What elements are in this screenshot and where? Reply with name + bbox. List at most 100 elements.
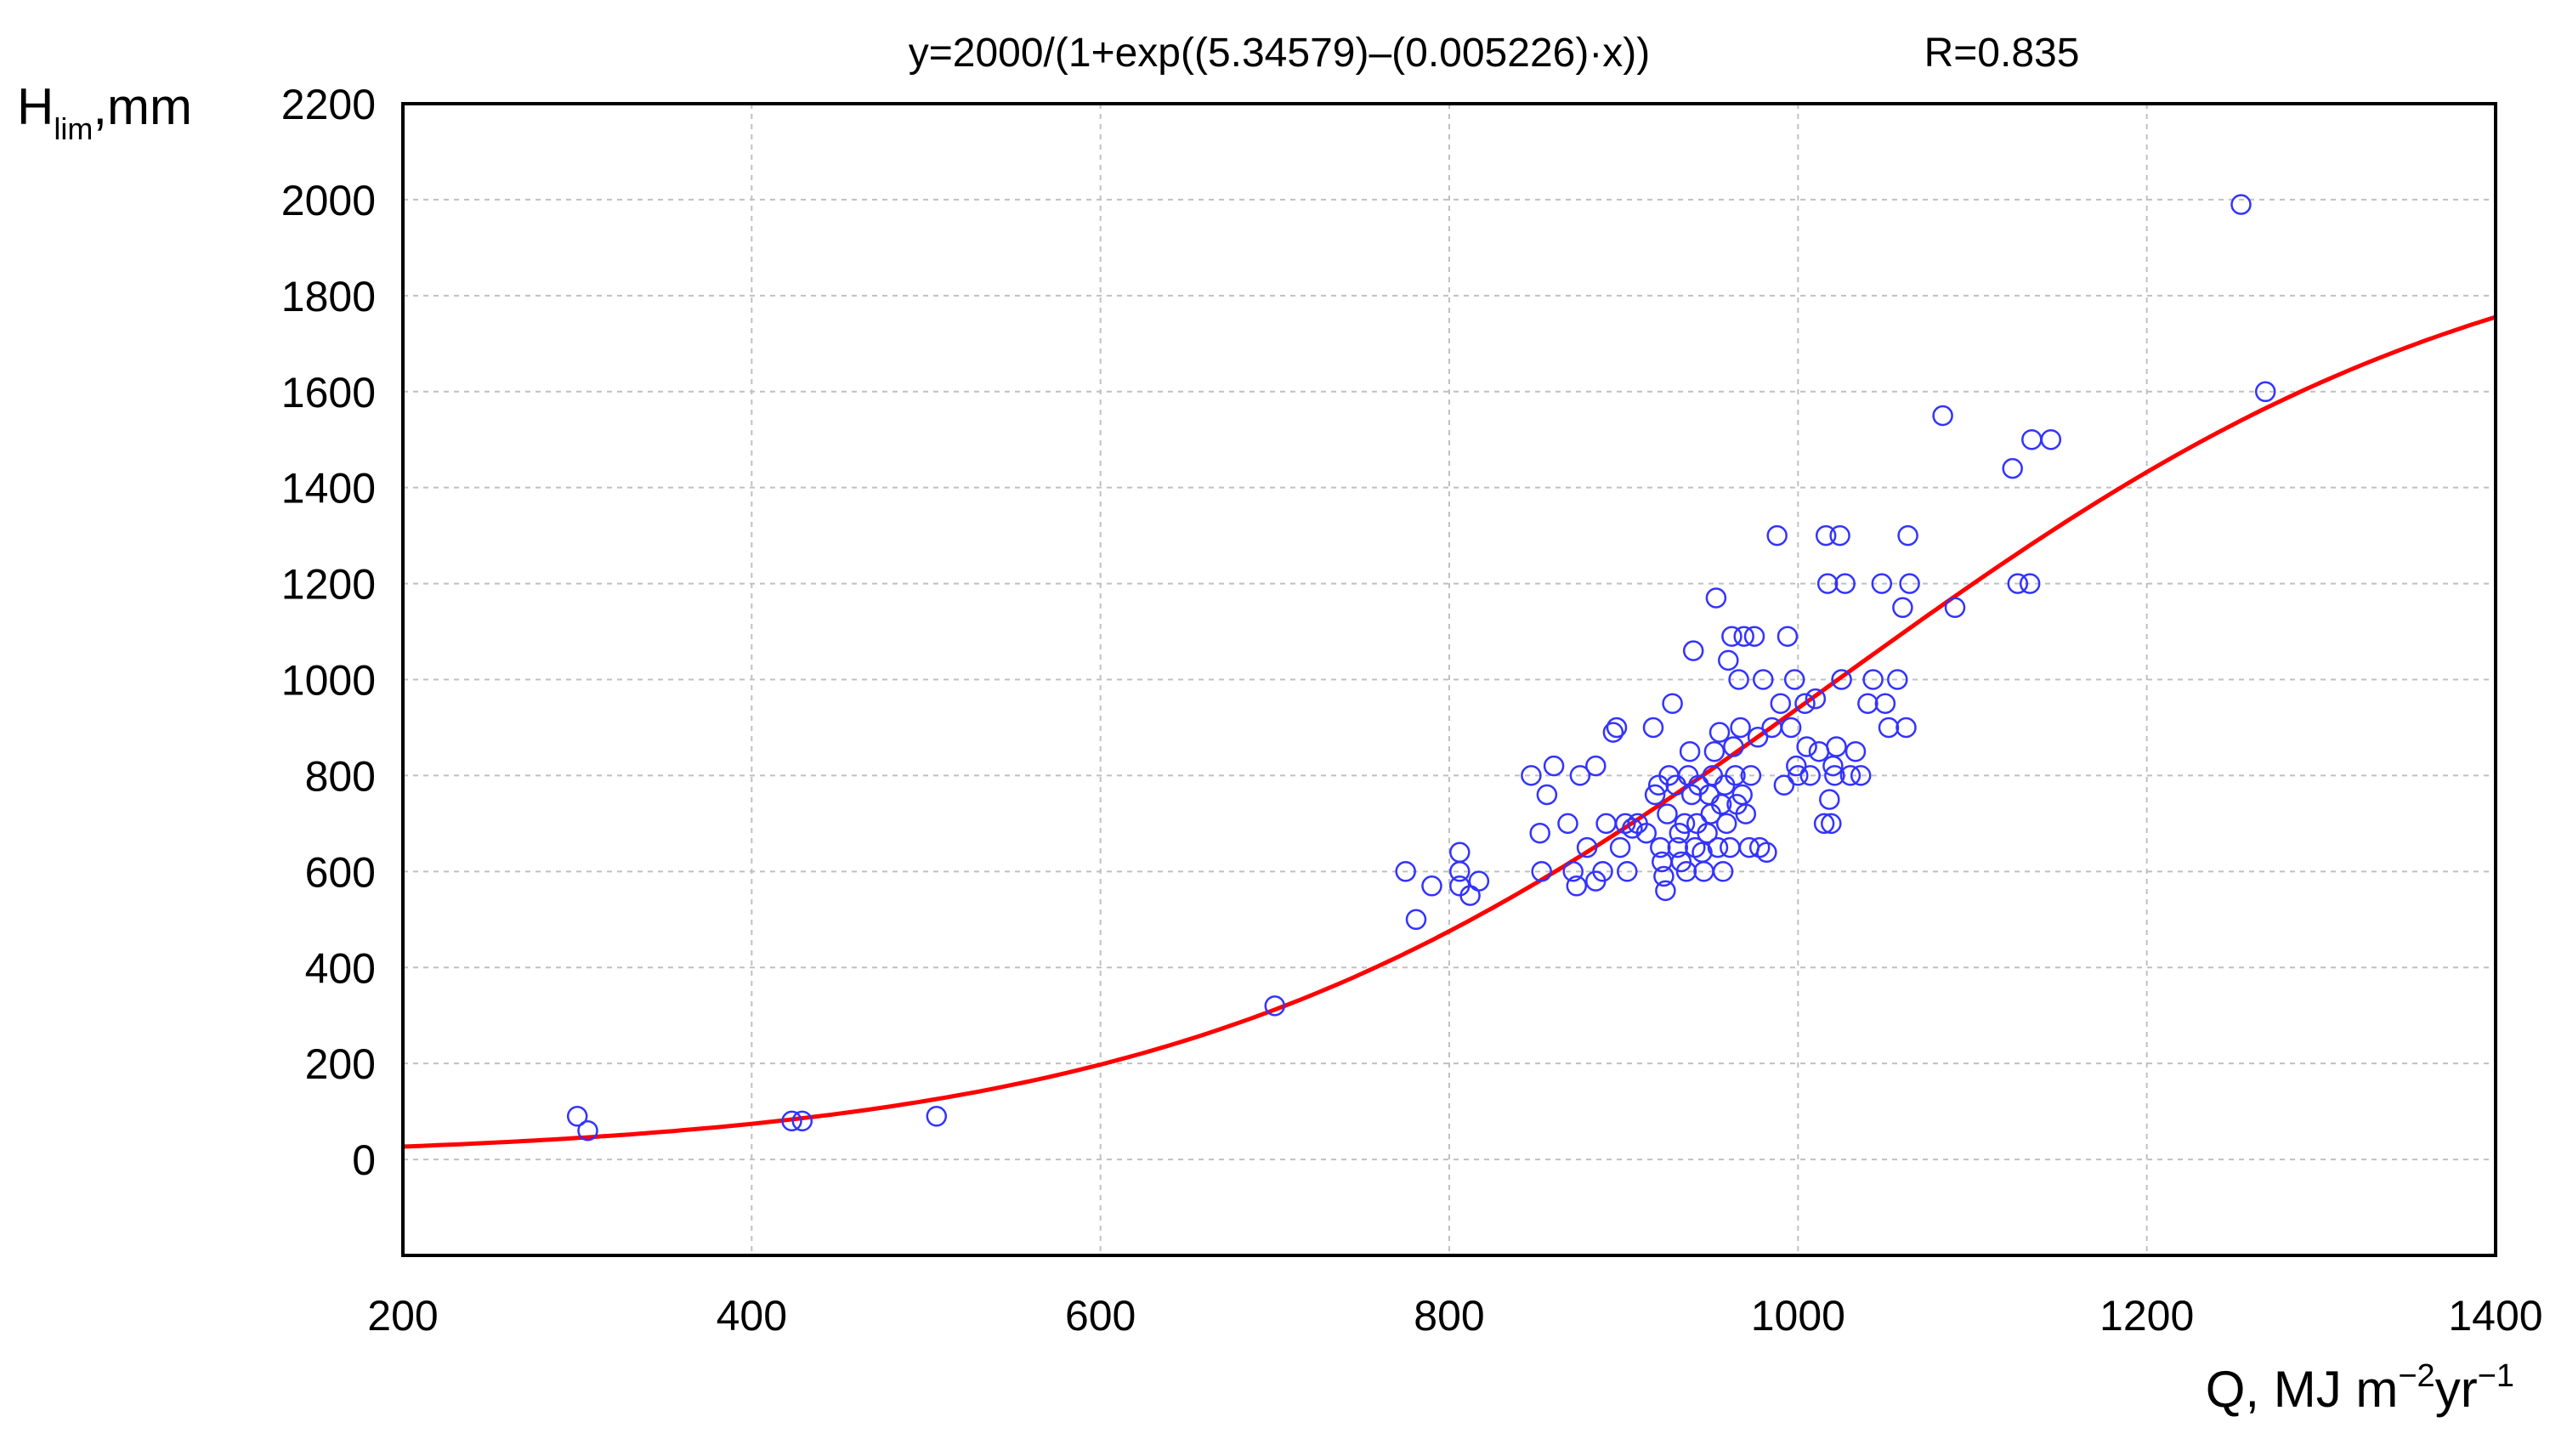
- data-point: [1667, 836, 1689, 858]
- x-tick-label: 800: [1414, 1292, 1484, 1340]
- x-tick-label: 1000: [1751, 1292, 1845, 1340]
- data-point: [1944, 597, 1966, 619]
- data-point: [1733, 626, 1754, 647]
- data-point: [1264, 995, 1286, 1017]
- data-point: [1569, 765, 1591, 786]
- data-point: [1766, 524, 1788, 547]
- data-point: [1743, 626, 1765, 647]
- data-point: [1708, 722, 1731, 743]
- data-point: [1822, 755, 1844, 777]
- data-point: [1834, 573, 1856, 594]
- data-point: [2002, 457, 2023, 479]
- data-point: [791, 1110, 813, 1132]
- data-point: [1609, 836, 1631, 858]
- y-axis-title-sub: lim: [54, 111, 93, 146]
- data-point: [1669, 822, 1691, 844]
- data-point: [1821, 813, 1842, 835]
- data-point: [1796, 736, 1817, 757]
- data-points: [566, 194, 2276, 1142]
- data-point: [1655, 880, 1676, 902]
- y-tick-label: 1000: [281, 657, 376, 705]
- data-point: [1786, 755, 1807, 777]
- data-point: [1720, 836, 1741, 858]
- data-point: [1622, 818, 1643, 839]
- data-point: [1705, 587, 1727, 609]
- y-tick-label: 800: [305, 752, 376, 800]
- chart-title: y=2000/(1+exp((5.34579)–(0.005226)·x)): [909, 31, 1651, 76]
- data-point: [1531, 861, 1552, 882]
- data-point: [1653, 865, 1674, 887]
- data-point: [1723, 736, 1744, 757]
- data-point: [1468, 870, 1490, 892]
- data-point: [1932, 405, 1953, 427]
- y-tick-label: 600: [305, 848, 376, 896]
- data-point: [1740, 765, 1762, 786]
- data-point: [1896, 717, 1917, 739]
- data-point: [1794, 693, 1816, 714]
- data-point: [1871, 573, 1893, 594]
- data-point: [2230, 194, 2252, 215]
- fit-curve-layer: [402, 314, 2496, 1149]
- data-point: [926, 1106, 948, 1127]
- x-axis-title-sup2: −1: [2478, 1358, 2514, 1394]
- plot-frame: [401, 102, 2497, 1257]
- data-point: [1815, 524, 1837, 547]
- data-point: [1662, 693, 1683, 714]
- y-axis-title-rest: ,mm: [93, 78, 192, 135]
- data-point: [1449, 841, 1470, 864]
- x-axis-title-mid: yr: [2435, 1361, 2478, 1418]
- data-point: [1805, 688, 1827, 710]
- data-point: [1421, 875, 1442, 897]
- y-tick-label: 200: [305, 1040, 376, 1088]
- data-point: [1718, 649, 1739, 671]
- data-point: [1521, 765, 1542, 786]
- data-point: [2040, 428, 2062, 450]
- data-point: [1642, 717, 1664, 739]
- y-tick-label: 2200: [281, 81, 376, 128]
- data-point: [1780, 717, 1802, 739]
- data-point: [1738, 836, 1760, 858]
- data-point: [1862, 669, 1884, 690]
- data-point: [577, 1119, 598, 1142]
- data-point: [1874, 693, 1896, 714]
- data-point: [1731, 784, 1753, 806]
- data-point: [1816, 573, 1839, 594]
- data-point: [1857, 693, 1878, 714]
- data-point: [1826, 736, 1847, 757]
- x-axis-title-pre: Q, MJ m: [2206, 1361, 2399, 1418]
- y-tick-label: 1200: [281, 561, 376, 609]
- data-point: [1606, 717, 1628, 739]
- y-tick-label: 1800: [281, 273, 376, 320]
- data-point: [1730, 717, 1751, 739]
- x-tick-label: 1200: [2100, 1292, 2194, 1340]
- y-axis-title-main: H: [17, 78, 54, 135]
- data-point: [1712, 861, 1734, 882]
- grid: [403, 104, 2496, 1255]
- data-point: [1773, 774, 1795, 796]
- data-point: [1799, 765, 1821, 786]
- data-point: [1776, 626, 1799, 647]
- data-point: [1674, 813, 1696, 835]
- data-point: [1753, 669, 1774, 690]
- y-tick-label: 1600: [281, 369, 376, 416]
- data-point: [1682, 640, 1704, 661]
- data-point: [1703, 740, 1726, 762]
- data-point: [1878, 717, 1900, 739]
- y-tick-label: 2000: [281, 177, 376, 224]
- data-point: [1831, 669, 1852, 690]
- data-point: [1839, 765, 1862, 786]
- data-point: [1788, 765, 1809, 786]
- x-tick-label: 200: [367, 1292, 438, 1340]
- data-point: [1844, 740, 1867, 762]
- data-point: [1813, 813, 1835, 835]
- data-point: [1728, 669, 1749, 690]
- x-tick-label: 600: [1065, 1292, 1136, 1340]
- y-axis-ticks: 0 200 400 600 800 1000 1200 1400 1600 1800 2000 220…: [281, 81, 376, 1184]
- data-point: [1657, 803, 1678, 824]
- data-point: [1748, 836, 1771, 858]
- x-axis-ticks: 200 400 600 800 1000 1200 1400: [367, 1292, 2542, 1340]
- data-point: [1562, 861, 1584, 882]
- data-point: [1735, 803, 1757, 824]
